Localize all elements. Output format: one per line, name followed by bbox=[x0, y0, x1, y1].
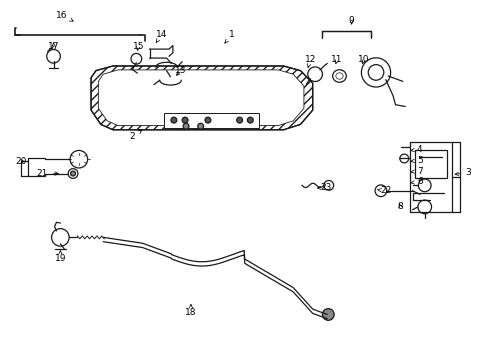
Text: 6: 6 bbox=[410, 177, 422, 186]
Circle shape bbox=[70, 171, 75, 176]
Circle shape bbox=[171, 117, 177, 123]
Circle shape bbox=[183, 123, 188, 129]
Text: 17: 17 bbox=[48, 42, 59, 51]
Polygon shape bbox=[98, 70, 304, 126]
Text: 9: 9 bbox=[348, 16, 354, 25]
Text: 3: 3 bbox=[454, 168, 470, 177]
Circle shape bbox=[197, 123, 203, 129]
Circle shape bbox=[236, 117, 242, 123]
Text: 16: 16 bbox=[56, 10, 73, 21]
Text: 5: 5 bbox=[410, 156, 422, 165]
Text: 21: 21 bbox=[37, 169, 58, 178]
Text: 20: 20 bbox=[16, 157, 27, 166]
Text: 23: 23 bbox=[317, 183, 331, 192]
Polygon shape bbox=[91, 66, 312, 130]
Text: 7: 7 bbox=[410, 167, 422, 176]
Text: 18: 18 bbox=[185, 305, 196, 317]
Circle shape bbox=[182, 117, 187, 123]
Text: 13: 13 bbox=[175, 66, 186, 75]
Text: 2: 2 bbox=[129, 130, 142, 141]
Text: 14: 14 bbox=[156, 30, 167, 42]
Circle shape bbox=[322, 309, 333, 320]
Circle shape bbox=[247, 117, 253, 123]
Text: 11: 11 bbox=[331, 55, 342, 64]
Text: 8: 8 bbox=[397, 202, 403, 211]
Text: 15: 15 bbox=[132, 42, 144, 51]
Text: 22: 22 bbox=[377, 186, 390, 195]
Text: 19: 19 bbox=[55, 251, 66, 264]
Circle shape bbox=[204, 117, 210, 123]
Text: 1: 1 bbox=[224, 30, 235, 43]
Polygon shape bbox=[164, 113, 259, 128]
Text: 4: 4 bbox=[410, 145, 422, 154]
Text: 10: 10 bbox=[357, 55, 369, 64]
Text: 12: 12 bbox=[304, 55, 315, 67]
